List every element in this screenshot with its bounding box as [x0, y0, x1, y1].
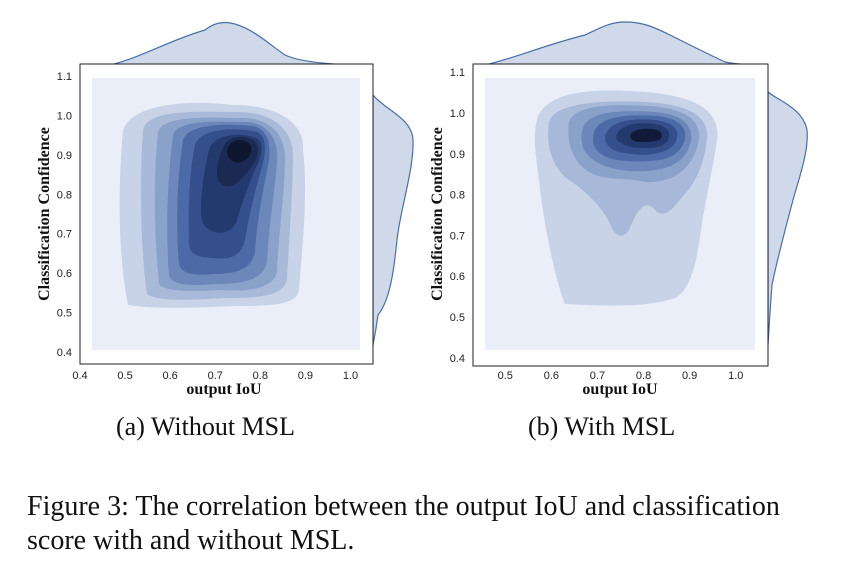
subcaption-a: (a) Without MSL [116, 412, 296, 441]
x-axis-label: output IoU [186, 381, 262, 398]
x-tick-label: 0.5 [117, 370, 132, 382]
x-tick-label: 0.5 [498, 370, 513, 382]
y-tick-label: 1.1 [57, 71, 72, 83]
y-tick-label: 0.4 [450, 353, 465, 365]
y-tick-label: 1.0 [450, 108, 465, 120]
x-tick-label: 1.0 [728, 370, 743, 382]
y-tick-label: 0.4 [57, 347, 72, 359]
y-tick-label: 0.5 [450, 312, 465, 324]
y-tick-label: 0.5 [57, 308, 72, 320]
y-tick-label: 1.0 [57, 110, 72, 122]
x-tick-label: 0.7 [208, 370, 223, 382]
x-tick-label: 0.4 [72, 370, 87, 382]
marginal-kde-right [372, 93, 414, 346]
y-tick-label: 0.6 [57, 268, 72, 280]
x-tick-label: 0.9 [298, 370, 313, 382]
contour-level-8 [630, 128, 662, 142]
x-axis-label: output IoU [582, 381, 658, 398]
joint-plot-with-msl: 0.5 0.6 0.7 0.8 0.9 1.0 0.4 0.5 0.6 0.7 0.8 0.9 1.0 1… [429, 21, 808, 398]
marginal-kde-top [484, 21, 768, 66]
y-tick-label: 0.9 [57, 150, 72, 162]
y-axis-label: Classification Confidence [36, 127, 53, 301]
y-axis-label: Classification Confidence [429, 127, 446, 301]
density-contours [119, 102, 306, 308]
contour-level-9 [227, 140, 252, 163]
y-tick-label: 0.9 [450, 149, 465, 161]
x-tick-label: 0.8 [253, 370, 268, 382]
figure-caption: Figure 3: The correlation between the ou… [27, 491, 780, 556]
subcaption-b: (b) With MSL [528, 412, 676, 441]
density-contours [534, 90, 718, 306]
joint-plot-without-msl: 0.4 0.5 0.6 0.7 0.8 0.9 1.0 0.4 0.5 0.6 0.7 0.8 0.9 1… [36, 21, 414, 398]
y-tick-label: 0.7 [450, 230, 465, 242]
x-tick-label: 0.6 [163, 370, 178, 382]
x-tick-label: 0.9 [682, 370, 697, 382]
x-tick-label: 0.6 [544, 370, 559, 382]
y-tick-label: 0.6 [450, 271, 465, 283]
marginal-kde-right [767, 90, 808, 346]
y-tick-label: 0.8 [450, 190, 465, 202]
y-tick-label: 0.7 [57, 229, 72, 241]
x-tick-label: 0.8 [636, 370, 651, 382]
x-tick-label: 0.7 [590, 370, 605, 382]
marginal-kde-top [109, 21, 373, 66]
x-tick-label: 1.0 [343, 370, 358, 382]
y-tick-label: 0.8 [57, 189, 72, 201]
y-tick-label: 1.1 [450, 67, 465, 79]
